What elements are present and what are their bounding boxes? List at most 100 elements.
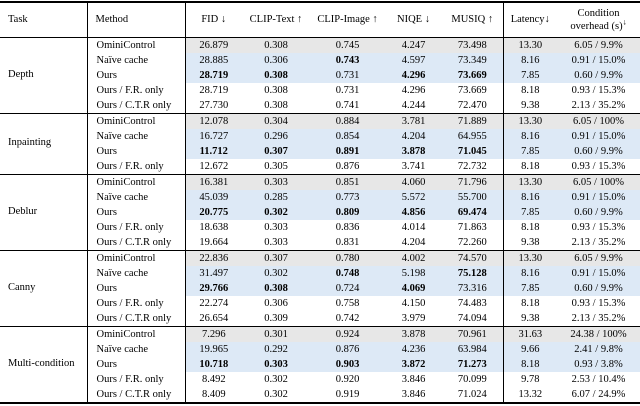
method-cell: Ours / F.R. only bbox=[87, 371, 186, 387]
metric-cell: 71.045 bbox=[442, 143, 504, 159]
metric-cell: 72.470 bbox=[442, 97, 504, 113]
method-cell: Naïve cache bbox=[87, 128, 186, 144]
metric-cell: 0.308 bbox=[264, 84, 288, 96]
metric-cell: 0.91 / 15.0% bbox=[557, 265, 640, 281]
metric-cell: 0.891 bbox=[310, 143, 385, 159]
metric-cell: 0.304 bbox=[242, 112, 310, 129]
metric-cell: 19.965 bbox=[185, 341, 242, 357]
metric-cell: 0.302 bbox=[242, 204, 310, 220]
method-cell: Ours / F.R. only bbox=[87, 295, 186, 311]
metric-cell: 6.05 / 100% bbox=[557, 112, 640, 129]
table-row: Ours / F.R. only 22.274 0.306 0.758 4.150 74.… bbox=[0, 295, 640, 311]
metric-cell: 0.742 bbox=[335, 312, 360, 324]
task-cell: Depth bbox=[0, 37, 88, 113]
metric-cell: 3.878 bbox=[385, 143, 442, 159]
metric-cell: 2.13 / 35.2% bbox=[571, 236, 626, 248]
metric-cell: 2.13 / 35.2% bbox=[571, 99, 626, 111]
header-condition-line1: Condition bbox=[577, 7, 620, 19]
metric-cell: 8.16 bbox=[503, 265, 557, 281]
metric-cell: 0.854 bbox=[310, 128, 385, 144]
metric-cell: 9.78 bbox=[521, 373, 540, 385]
metric-cell: 73.349 bbox=[442, 52, 504, 68]
metric-cell: 0.91 / 15.0% bbox=[557, 189, 640, 205]
metric-cell: 0.60 / 9.9% bbox=[557, 204, 640, 220]
metric-cell: 22.836 bbox=[185, 249, 242, 266]
metric-cell: 0.307 bbox=[242, 143, 310, 159]
metric-cell: 0.924 bbox=[310, 325, 385, 342]
metric-cell: 28.885 bbox=[185, 52, 242, 68]
metric-cell: 9.66 bbox=[503, 341, 557, 357]
table-row: Multi-condition OminiControl 7.296 0.301 0.9… bbox=[0, 325, 640, 403]
metric-cell: 13.30 bbox=[503, 112, 557, 129]
metric-cell: 0.741 bbox=[335, 99, 360, 111]
metric-cell: 4.204 bbox=[401, 236, 426, 248]
metric-cell: 22.274 bbox=[199, 297, 229, 309]
metric-cell: 27.730 bbox=[199, 99, 229, 111]
metric-cell: 19.664 bbox=[199, 236, 229, 248]
metric-cell: 0.303 bbox=[264, 236, 288, 248]
method-cell: Ours / F.R. only bbox=[87, 82, 186, 98]
metric-cell: 64.955 bbox=[442, 128, 504, 144]
metric-cell: 6.05 / 9.9% bbox=[557, 37, 640, 53]
table-row: Ours / C.T.R only 19.664 0.303 0.831 4.204 72… bbox=[0, 234, 640, 250]
metric-cell: 0.308 bbox=[242, 67, 310, 83]
metric-cell: 10.718 bbox=[185, 356, 242, 372]
metric-cell: 0.303 bbox=[242, 173, 310, 190]
metric-cell: 73.669 bbox=[442, 82, 504, 98]
header-latency: Latency↓ bbox=[503, 2, 557, 38]
metric-cell: 9.38 bbox=[521, 99, 540, 111]
method-cell: Ours bbox=[87, 143, 186, 159]
metric-cell: 0.836 bbox=[335, 221, 360, 233]
metric-cell: 6.05 / 9.9% bbox=[557, 249, 640, 266]
metric-cell: 26.879 bbox=[185, 37, 242, 53]
metric-cell: 3.872 bbox=[385, 356, 442, 372]
metric-cell: 73.316 bbox=[442, 280, 504, 296]
table-row: Ours 28.719 0.308 0.731 4.296 73.669 7.85 0.60 … bbox=[0, 67, 640, 83]
metric-cell: 5.572 bbox=[385, 189, 442, 205]
metric-cell: 72.732 bbox=[442, 158, 504, 174]
table-row: Ours / C.T.R only 8.409 0.302 0.919 3.846 71.… bbox=[0, 386, 640, 403]
table-row: Naïve cache 31.497 0.302 0.748 5.198 75.128 8.… bbox=[0, 265, 640, 281]
metric-cell: 0.305 bbox=[264, 160, 288, 172]
metric-cell: 0.93 / 15.3% bbox=[571, 160, 626, 172]
metric-cell: 0.93 / 3.8% bbox=[557, 356, 640, 372]
metric-cell: 3.846 bbox=[401, 373, 426, 385]
table-row: Ours 20.775 0.302 0.809 4.856 69.474 7.85 0.60 … bbox=[0, 204, 640, 220]
table-row: Naïve cache 16.727 0.296 0.854 4.204 64.955 8.… bbox=[0, 128, 640, 144]
metric-cell: 13.30 bbox=[503, 249, 557, 266]
metric-cell: 0.292 bbox=[242, 341, 310, 357]
table-row: Naïve cache 19.965 0.292 0.876 4.236 63.984 9.… bbox=[0, 341, 640, 357]
metric-cell: 16.381 bbox=[185, 173, 242, 190]
metric-cell: 75.128 bbox=[442, 265, 504, 281]
metric-cell: 71.863 bbox=[442, 219, 504, 235]
metric-cell: 4.244 bbox=[401, 99, 426, 111]
metric-cell: 8.18 bbox=[521, 221, 540, 233]
metric-cell: 20.775 bbox=[185, 204, 242, 220]
metric-cell: 4.204 bbox=[385, 128, 442, 144]
table-row: Ours / C.T.R only 26.654 0.309 0.742 3.979 74… bbox=[0, 310, 640, 326]
metric-cell: 0.302 bbox=[264, 373, 288, 385]
down-arrow-icon: ↓ bbox=[622, 17, 627, 27]
metric-cell: 0.773 bbox=[310, 189, 385, 205]
method-cell: Ours / F.R. only bbox=[87, 219, 186, 235]
table-row: Ours / F.R. only 28.719 0.308 0.731 4.296 73.… bbox=[0, 82, 640, 98]
metric-cell: 0.301 bbox=[242, 325, 310, 342]
metric-cell: 13.30 bbox=[503, 173, 557, 190]
metric-cell: 0.302 bbox=[264, 388, 288, 400]
metric-cell: 71.273 bbox=[442, 356, 504, 372]
header-condition-overhead: Condition overhead (s)↓ bbox=[557, 2, 640, 38]
method-cell: Ours / C.T.R only bbox=[87, 234, 186, 250]
metric-cell: 8.18 bbox=[521, 84, 540, 96]
task-cell: Deblur bbox=[0, 173, 88, 250]
metric-cell: 0.93 / 15.3% bbox=[571, 297, 626, 309]
method-cell: OminiControl bbox=[87, 249, 186, 266]
metric-cell: 72.260 bbox=[442, 234, 504, 250]
metric-cell: 0.748 bbox=[310, 265, 385, 281]
metric-cell: 12.672 bbox=[199, 160, 229, 172]
metric-cell: 0.780 bbox=[310, 249, 385, 266]
metric-cell: 0.831 bbox=[335, 236, 360, 248]
metric-cell: 6.05 / 100% bbox=[557, 173, 640, 190]
table-row: Naïve cache 28.885 0.306 0.743 4.597 73.349 8.… bbox=[0, 52, 640, 68]
metric-cell: 4.856 bbox=[385, 204, 442, 220]
